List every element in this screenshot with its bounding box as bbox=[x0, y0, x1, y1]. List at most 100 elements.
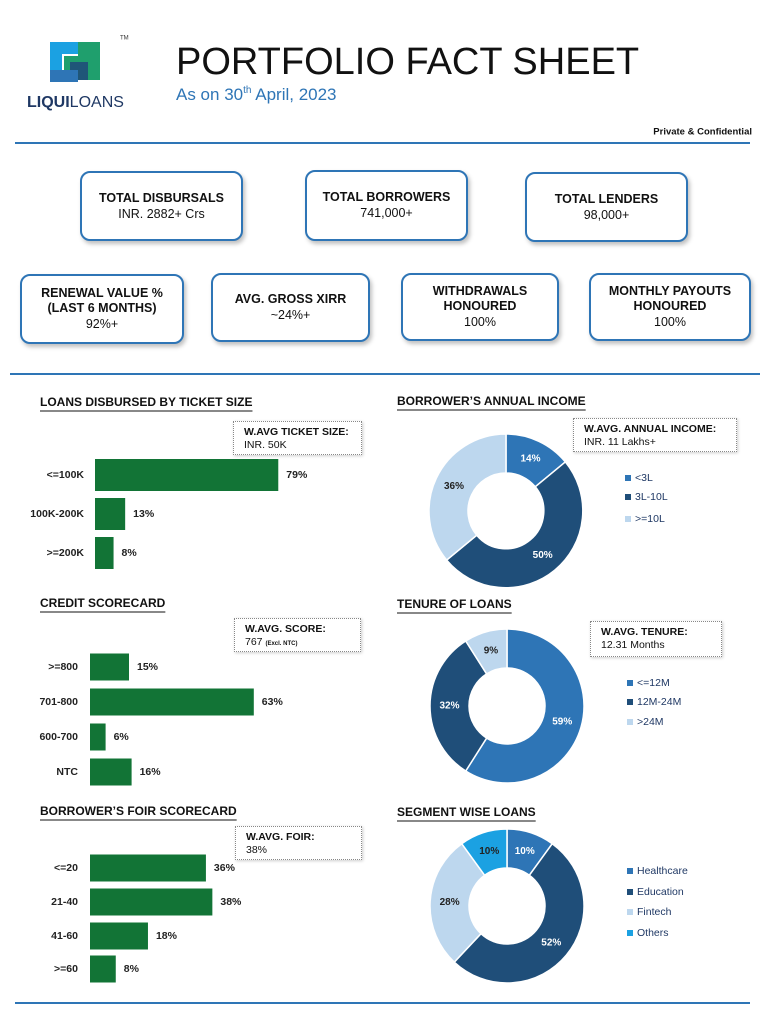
value-label: 79% bbox=[286, 469, 308, 481]
brand-part: LOANS bbox=[70, 94, 124, 111]
value-label: 10% bbox=[515, 846, 535, 857]
donut-slice bbox=[464, 628, 585, 784]
category-label: <=20 bbox=[54, 862, 78, 874]
title: PORTFOLIO FACT SHEET bbox=[176, 41, 639, 83]
value-label: 14% bbox=[520, 454, 540, 465]
kpi-card: WITHDRAWALS HONOURED 100% bbox=[401, 273, 559, 341]
legend-label: 3L-10L bbox=[635, 491, 668, 503]
chart-title: BORROWER’S ANNUAL INCOME bbox=[397, 394, 586, 408]
kpi-card: TOTAL LENDERS 98,000+ bbox=[525, 172, 688, 242]
confidential: Private & Confidential bbox=[653, 127, 752, 138]
bar bbox=[90, 854, 206, 882]
legend-swatch bbox=[627, 868, 633, 874]
kpi-value: INR. 2882+ Crs bbox=[118, 206, 205, 221]
legend-swatch bbox=[627, 699, 633, 705]
kpi-label: TOTAL BORROWERS bbox=[322, 190, 451, 204]
brand-part: LIQUI bbox=[27, 94, 70, 111]
bar bbox=[90, 723, 106, 751]
value-label: 15% bbox=[137, 661, 159, 673]
note-title: W.AVG TICKET SIZE: bbox=[244, 426, 349, 438]
note-box: W.AVG. ANNUAL INCOME: INR. 11 Lakhs+ bbox=[573, 418, 737, 452]
kpi-card: MONTHLY PAYOUTS HONOURED 100% bbox=[589, 273, 751, 341]
category-label: >=200K bbox=[47, 547, 85, 559]
legend-swatch bbox=[625, 516, 631, 522]
note-box: W.AVG. FOIR: 38% bbox=[235, 826, 362, 860]
value-label: 38% bbox=[220, 896, 242, 908]
note-detail: (Excl. NTC) bbox=[265, 641, 298, 647]
bar bbox=[90, 955, 116, 983]
legend-label: Education bbox=[637, 886, 684, 898]
legend-swatch bbox=[627, 889, 633, 895]
bar bbox=[90, 922, 148, 950]
value-label: 8% bbox=[124, 963, 140, 975]
bar bbox=[95, 498, 126, 530]
legend-label: >24M bbox=[637, 716, 664, 728]
chart-title: TENURE OF LOANS bbox=[397, 597, 512, 611]
kpi-value: 98,000+ bbox=[583, 207, 630, 222]
note-value: 767 bbox=[245, 636, 263, 648]
donut-slice bbox=[429, 639, 488, 773]
value-label: 52% bbox=[541, 937, 561, 948]
subtitle-sup: th bbox=[243, 85, 251, 96]
value-label: 63% bbox=[262, 696, 284, 708]
subtitle: As on 30th April, 2023 bbox=[176, 85, 337, 105]
subtitle-part: As on 30 bbox=[176, 85, 243, 104]
donut-slice bbox=[445, 460, 584, 589]
logo bbox=[50, 42, 100, 82]
kpi-label: MONTHLY PAYOUTS HONOURED bbox=[608, 284, 732, 313]
trademark: TM bbox=[120, 36, 129, 42]
donut-slice bbox=[464, 628, 508, 675]
note-value: 12.31 Months bbox=[601, 639, 665, 651]
value-label: 28% bbox=[440, 897, 460, 908]
bar bbox=[90, 888, 213, 916]
value-label: 13% bbox=[133, 508, 155, 520]
legend-label: >=10L bbox=[635, 513, 665, 525]
category-label: 701-800 bbox=[39, 696, 78, 708]
note-box: W.AVG. TENURE: 12.31 Months bbox=[590, 621, 722, 657]
category-label: 21-40 bbox=[51, 896, 78, 908]
legend-swatch bbox=[627, 719, 633, 725]
chart-title: LOANS DISBURSED BY TICKET SIZE bbox=[40, 395, 252, 409]
kpi-card: TOTAL BORROWERS 741,000+ bbox=[305, 170, 468, 241]
category-label: 41-60 bbox=[51, 930, 78, 942]
note-title: W.AVG. ANNUAL INCOME: bbox=[584, 423, 717, 435]
brand: LIQUILOANS bbox=[27, 94, 124, 111]
category-label: <=100K bbox=[47, 469, 85, 481]
donut-slice bbox=[460, 828, 508, 877]
value-label: 9% bbox=[484, 645, 499, 656]
category-label: 100K-200K bbox=[30, 508, 84, 520]
bar bbox=[90, 653, 129, 681]
kpi-value: 741,000+ bbox=[360, 206, 413, 220]
kpi-value: 100% bbox=[654, 315, 686, 329]
legend-label: <=12M bbox=[637, 677, 670, 689]
bar bbox=[90, 688, 254, 716]
chart-title: SEGMENT WISE LOANS bbox=[397, 805, 536, 819]
note-value: INR. 11 Lakhs+ bbox=[584, 436, 656, 448]
note-title: W.AVG. TENURE: bbox=[601, 626, 688, 638]
kpi-card: RENEWAL VALUE % (LAST 6 MONTHS) 92%+ bbox=[20, 274, 184, 344]
legend-label: Healthcare bbox=[637, 865, 688, 877]
bar bbox=[95, 459, 279, 491]
kpi-label: AVG. GROSS XIRR bbox=[234, 292, 347, 306]
legend-swatch bbox=[625, 494, 631, 500]
donut-slice bbox=[453, 842, 585, 984]
value-label: 59% bbox=[552, 717, 572, 728]
category-label: 600-700 bbox=[39, 731, 78, 743]
legend-swatch bbox=[625, 475, 631, 481]
category-label: >=800 bbox=[48, 661, 78, 673]
value-label: 32% bbox=[439, 701, 459, 712]
legend-label: Fintech bbox=[637, 906, 672, 918]
chart-title: CREDIT SCORECARD bbox=[40, 596, 166, 610]
category-label: NTC bbox=[56, 766, 78, 778]
value-label: 36% bbox=[214, 862, 236, 874]
kpi-value: 100% bbox=[464, 315, 496, 329]
kpi-card: AVG. GROSS XIRR ~24%+ bbox=[211, 273, 370, 342]
kpi-card: TOTAL DISBURSALS INR. 2882+ Crs bbox=[80, 171, 243, 241]
legend-swatch bbox=[627, 930, 633, 936]
note-value: 38% bbox=[246, 844, 268, 856]
legend-label: <3L bbox=[635, 472, 653, 484]
value-label: 8% bbox=[122, 547, 138, 559]
value-label: 6% bbox=[114, 731, 130, 743]
